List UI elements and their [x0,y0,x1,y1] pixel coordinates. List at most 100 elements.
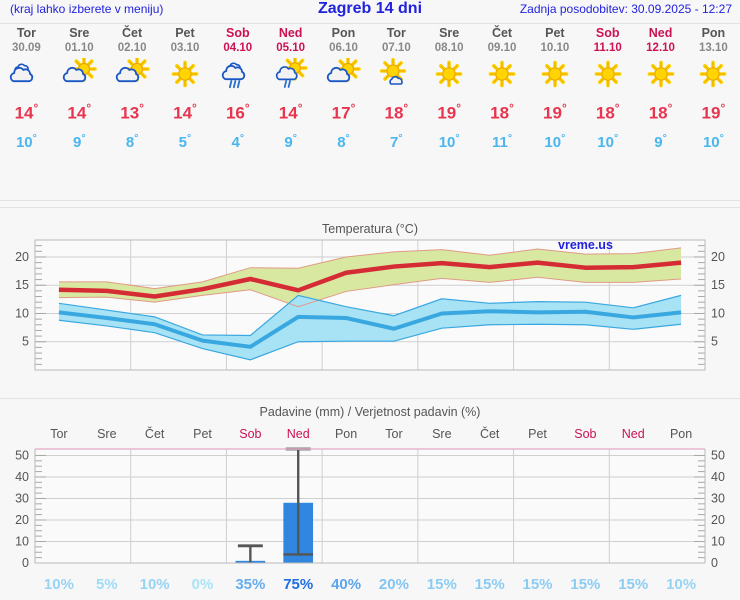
precipitation-day-labels: Tor Sre Čet Pet Sob Ned Pon Tor Sre Čet Pet Sob Ned P… [35,427,705,441]
day-date: 01.10 [64,42,94,54]
day-date: 09.10 [487,42,517,54]
day-date: 04.10 [223,42,253,54]
watermark-label: vreme.us [558,238,613,252]
day-name: Tor [386,26,406,40]
max-temperature: 14° [173,101,197,123]
min-temperature: 10° [702,131,724,151]
precip-probability: 20% [378,576,409,593]
sunny-icon [476,55,529,95]
precip-day-label: Sre [97,427,117,441]
day-column: Tor 30.09 14° 10° [0,26,53,154]
precip-day-label: Pet [193,427,212,441]
precip-probability: 10% [666,576,697,593]
day-name: Sre [439,26,460,40]
precipitation-chart-title: Padavine (mm) / Verjetnost padavin (%) [259,405,481,419]
day-column: Sre 08.10 19° 10° [423,26,476,154]
precip-probability: 0% [191,576,214,593]
day-name: Tor [16,26,37,40]
day-date: 13.10 [699,42,728,54]
max-temperature: 18° [648,101,673,123]
day-date: 10.10 [540,42,570,54]
svg-text:20: 20 [711,250,725,264]
day-name: Sob [595,26,620,40]
max-temperature: 14° [67,101,92,123]
svg-text:20: 20 [15,513,29,527]
precip-day-label: Ned [286,427,310,441]
partly-sunny-icon [106,55,159,95]
min-temperature: 10° [544,131,566,151]
day-date: 03.10 [170,42,200,54]
precip-probability: 15% [618,576,649,593]
svg-text:40: 40 [15,470,29,484]
temperature-chart-title: Temperatura (°C) [322,222,418,236]
day-date: 08.10 [434,42,464,54]
day-date: 02.10 [117,42,147,54]
day-name: Ned [648,26,673,40]
mostly-sunny-icon [370,55,423,95]
precip-day-label: Tor [50,427,68,441]
precip-day-label: Pon [669,427,693,441]
min-temperature: 4° [231,131,245,151]
precip-probability: 10% [43,576,74,593]
precip-day-label: Tor [385,427,403,441]
precip-probability: 75% [283,576,314,593]
svg-text:15: 15 [711,278,725,292]
max-temperature: 18° [595,101,620,123]
max-temperature: 13° [120,101,144,123]
rain-icon [211,55,264,95]
min-temperature: 5° [178,131,192,151]
day-column: Pon 13.10 19° 10° [687,26,740,154]
day-column: Čet 02.10 13° 8° [106,26,159,154]
location-hint: (kraj lahko izberete v meniju) [10,2,164,16]
day-date: 07.10 [381,42,411,54]
divider-mid-1 [0,200,740,201]
precipitation-chart: 0 0 10 10 20 20 30 30 40 40 50 50 [0,443,740,573]
max-temperature: 16° [225,101,250,123]
min-temperature: 9° [284,131,297,151]
max-temperature: 14° [278,101,303,123]
svg-text:0: 0 [711,556,718,570]
max-temperature: 19° [543,101,567,123]
sunny-icon [423,55,476,95]
precip-day-label: Pet [528,427,547,441]
svg-text:50: 50 [711,448,725,462]
precip-day-label: Pon [334,427,358,441]
min-temperature: 11° [491,131,513,151]
min-temperature: 10° [15,131,37,151]
max-temperature: 18° [384,101,409,123]
max-temperature: 18° [490,101,514,123]
svg-text:15: 15 [15,278,29,292]
day-column: Sob 04.10 16° 4° [211,26,264,154]
precip-probability: 15% [570,576,601,593]
day-date: 12.10 [646,42,675,54]
divider-mid-3 [0,398,740,399]
day-column: Ned 05.10 14° 9° [264,26,317,154]
partly-sunny-icon [53,55,106,95]
svg-text:20: 20 [711,513,725,527]
header-bar: (kraj lahko izberete v meniju) Zagreb 14… [0,0,740,22]
precip-day-label: Čet [479,427,500,441]
precip-probability: 15% [522,576,553,593]
sunny-icon [581,55,634,95]
svg-text:50: 50 [15,448,29,462]
last-updated: Zadnja posodobitev: 30.09.2025 - 12:27 [519,2,732,16]
min-temperature: 8° [125,131,139,151]
min-temperature: 9° [72,131,86,151]
svg-text:30: 30 [15,491,29,505]
min-temperature: 10° [438,131,460,151]
precip-probability: 5% [95,576,118,593]
precip-day-label: Sre [432,427,452,441]
day-column: Čet 09.10 18° 11° [476,26,529,154]
day-name: Pon [701,26,726,40]
day-date: 11.10 [593,42,622,54]
divider-top [0,23,740,24]
day-name: Pon [331,26,356,40]
svg-text:0: 0 [22,556,29,570]
precip-probability: 15% [426,576,457,593]
svg-text:10: 10 [711,306,725,320]
day-column: Sob 11.10 18° 10° [581,26,634,154]
day-column: Tor 07.10 18° 7° [370,26,423,154]
min-temperature: 8° [337,131,350,151]
sunny-icon [159,55,212,95]
max-temperature: 14° [14,101,39,123]
